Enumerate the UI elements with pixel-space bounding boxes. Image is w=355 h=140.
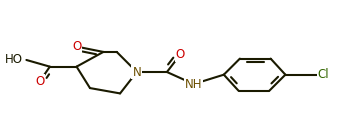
Text: HO: HO xyxy=(5,53,23,66)
Text: NH: NH xyxy=(185,78,202,91)
Text: Cl: Cl xyxy=(317,68,329,81)
Text: O: O xyxy=(72,40,81,53)
Text: O: O xyxy=(176,48,185,61)
Text: O: O xyxy=(35,75,44,88)
Text: N: N xyxy=(132,66,141,79)
